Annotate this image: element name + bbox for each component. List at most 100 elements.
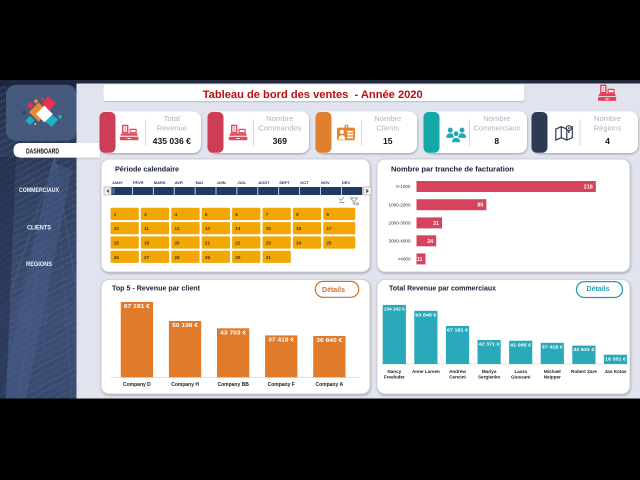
svg-text:Laura: Laura bbox=[514, 369, 527, 374]
svg-text:>4000: >4000 bbox=[398, 257, 411, 262]
svg-text:31: 31 bbox=[433, 221, 439, 227]
svg-text:JUIN: JUIN bbox=[217, 180, 226, 185]
svg-text:3000-4000: 3000-4000 bbox=[389, 238, 411, 243]
svg-text:15: 15 bbox=[383, 136, 393, 146]
svg-text:13: 13 bbox=[205, 226, 211, 231]
svg-text:Commandes: Commandes bbox=[258, 124, 301, 133]
svg-text:11: 11 bbox=[144, 226, 149, 231]
svg-text:18: 18 bbox=[114, 241, 120, 246]
svg-text:Company BB: Company BB bbox=[217, 382, 249, 388]
svg-text:Cencini: Cencini bbox=[449, 375, 466, 380]
svg-text:24: 24 bbox=[296, 241, 302, 246]
svg-text:Jan Kotas: Jan Kotas bbox=[605, 369, 627, 374]
svg-text:Neipper: Neipper bbox=[544, 375, 561, 380]
svg-text:37 418 €: 37 418 € bbox=[542, 344, 564, 349]
svg-text:27: 27 bbox=[144, 255, 150, 260]
svg-text:4: 4 bbox=[175, 212, 178, 217]
svg-text:SEPT: SEPT bbox=[279, 180, 290, 185]
svg-text:50 198 €: 50 198 € bbox=[172, 323, 198, 329]
svg-text:Nombre: Nombre bbox=[266, 114, 293, 123]
svg-text:8: 8 bbox=[296, 212, 299, 217]
svg-text:Company H: Company H bbox=[171, 382, 199, 388]
svg-text:2000-3000: 2000-3000 bbox=[389, 221, 411, 226]
svg-text:Détails: Détails bbox=[587, 286, 610, 293]
svg-text:COMMERCIAUX: COMMERCIAUX bbox=[19, 187, 60, 194]
svg-text:218: 218 bbox=[584, 185, 593, 191]
svg-text:17: 17 bbox=[327, 226, 333, 231]
svg-text:DASHBOARD: DASHBOARD bbox=[26, 149, 59, 156]
svg-text:Freehafer: Freehafer bbox=[384, 375, 405, 380]
svg-text:Anne Larsen: Anne Larsen bbox=[412, 369, 440, 374]
svg-text:26: 26 bbox=[114, 255, 120, 260]
svg-text:7: 7 bbox=[266, 212, 269, 217]
svg-text:31: 31 bbox=[266, 255, 272, 260]
svg-text:23: 23 bbox=[266, 241, 272, 246]
svg-text:21: 21 bbox=[205, 241, 211, 246]
svg-text:Nombre par tranche de facturat: Nombre par tranche de facturation bbox=[391, 165, 514, 174]
svg-text:67 181 €: 67 181 € bbox=[447, 328, 469, 333]
svg-text:1000-2000: 1000-2000 bbox=[389, 202, 411, 207]
svg-text:Régions: Régions bbox=[594, 124, 622, 133]
svg-text:Company F: Company F bbox=[268, 382, 295, 388]
svg-text:22: 22 bbox=[235, 241, 241, 246]
svg-text:REGIONS: REGIONS bbox=[26, 261, 53, 268]
svg-text:DÉC: DÉC bbox=[342, 180, 351, 185]
svg-text:29: 29 bbox=[205, 255, 211, 260]
svg-text:104 242 €: 104 242 € bbox=[384, 307, 405, 312]
svg-text:369: 369 bbox=[273, 136, 288, 146]
svg-text:67 181 €: 67 181 € bbox=[124, 304, 150, 310]
svg-text:9: 9 bbox=[327, 212, 330, 217]
svg-text:Total: Total bbox=[164, 114, 180, 123]
svg-text:32 531 €: 32 531 € bbox=[573, 347, 595, 352]
svg-text:Company A: Company A bbox=[315, 382, 343, 388]
svg-text:Détails: Détails bbox=[322, 287, 345, 294]
svg-text:11: 11 bbox=[417, 257, 423, 263]
svg-text:JUIL: JUIL bbox=[237, 180, 246, 185]
svg-text:25: 25 bbox=[327, 241, 333, 246]
svg-text:CLIENTS: CLIENTS bbox=[27, 225, 52, 232]
svg-text:NOV: NOV bbox=[321, 180, 330, 185]
svg-text:37 418 €: 37 418 € bbox=[268, 337, 294, 343]
svg-text:435 036 €: 435 036 € bbox=[153, 136, 191, 146]
svg-text:Nombre: Nombre bbox=[374, 114, 401, 123]
svg-text:Andrew: Andrew bbox=[449, 369, 466, 374]
svg-text:85: 85 bbox=[477, 203, 483, 209]
svg-text:24: 24 bbox=[427, 239, 433, 245]
svg-text:41 095 €: 41 095 € bbox=[510, 342, 532, 347]
svg-text:Mariya: Mariya bbox=[482, 369, 497, 374]
svg-text:15: 15 bbox=[266, 226, 272, 231]
svg-text:36 840 €: 36 840 € bbox=[316, 338, 342, 344]
svg-text:OCT: OCT bbox=[300, 180, 309, 185]
svg-text:5: 5 bbox=[205, 212, 208, 217]
svg-text:Période calendaire: Période calendaire bbox=[115, 165, 179, 174]
svg-text:Commerciaux: Commerciaux bbox=[473, 124, 520, 133]
svg-text:28: 28 bbox=[175, 255, 181, 260]
svg-text:Nombre: Nombre bbox=[483, 114, 510, 123]
svg-text:30: 30 bbox=[235, 255, 241, 260]
svg-text:AOÛT: AOÛT bbox=[258, 180, 270, 185]
svg-text:Total Revenue par commerciaux: Total Revenue par commerciaux bbox=[389, 284, 497, 293]
svg-text:6: 6 bbox=[235, 212, 238, 217]
svg-text:JANV: JANV bbox=[112, 180, 123, 185]
svg-text:19: 19 bbox=[144, 241, 150, 246]
svg-text:4: 4 bbox=[605, 136, 610, 146]
svg-text:MAI: MAI bbox=[196, 180, 203, 185]
svg-text:Company D: Company D bbox=[123, 382, 151, 388]
svg-text:AVR: AVR bbox=[175, 180, 183, 185]
svg-text:10: 10 bbox=[114, 226, 120, 231]
svg-text:0-1000: 0-1000 bbox=[396, 184, 411, 189]
svg-text:FÉVR: FÉVR bbox=[133, 180, 144, 185]
svg-text:Top 5 - Revenue par client: Top 5 - Revenue par client bbox=[112, 284, 201, 293]
svg-text:Tableau de bord des ventes -: Tableau de bord des ventes - Année 2020 bbox=[203, 89, 423, 101]
svg-text:12: 12 bbox=[175, 226, 181, 231]
svg-text:16: 16 bbox=[296, 226, 302, 231]
svg-text:Robert Zare: Robert Zare bbox=[571, 369, 597, 374]
svg-text:MARS: MARS bbox=[154, 180, 166, 185]
svg-text:14: 14 bbox=[235, 226, 241, 231]
svg-text:43 703 €: 43 703 € bbox=[220, 330, 246, 336]
svg-text:93 848 €: 93 848 € bbox=[415, 312, 437, 317]
svg-text:20: 20 bbox=[175, 241, 181, 246]
svg-text:Michael: Michael bbox=[544, 369, 561, 374]
svg-text:Giussani: Giussani bbox=[511, 375, 530, 380]
svg-text:Clients: Clients bbox=[376, 124, 399, 133]
